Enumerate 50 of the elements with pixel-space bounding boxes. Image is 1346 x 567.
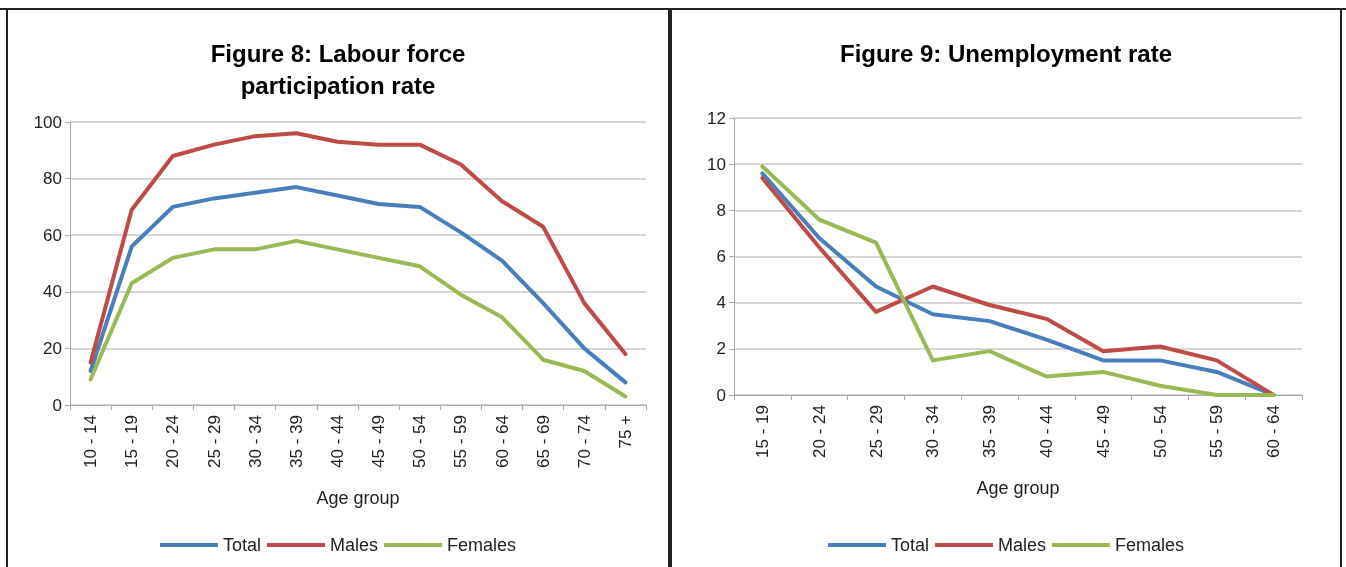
y-tick-label: 20 — [43, 338, 62, 358]
y-tick-label: 4 — [716, 293, 726, 313]
x-tick-label: 10 - 14 — [81, 415, 101, 468]
y-tick-label: 12 — [707, 108, 726, 128]
x-tick-label: 35 - 39 — [286, 415, 306, 468]
chart-title: Figure 9: Unemployment rate — [839, 39, 1173, 67]
x-tick-label: 30 - 34 — [923, 405, 943, 458]
x-tick-label: 25 - 29 — [204, 415, 224, 468]
legend-label: Total — [222, 535, 261, 555]
legend-label: Males — [329, 535, 379, 555]
x-tick-label: 50 - 54 — [1150, 405, 1170, 458]
x-axis-title: Age group — [316, 488, 400, 508]
legend-label: Males — [997, 535, 1047, 555]
legend-label: Total — [890, 535, 929, 555]
x-tick-label: 55 - 59 — [451, 415, 471, 468]
x-tick-label: 45 - 49 — [369, 415, 389, 468]
y-tick-label: 60 — [43, 225, 62, 245]
x-tick-label: 40 - 44 — [1036, 405, 1056, 458]
legend-label: Females — [1115, 535, 1185, 555]
y-tick-label: 0 — [716, 385, 726, 405]
legend-label: Females — [447, 535, 517, 555]
x-tick-label: 40 - 44 — [327, 415, 347, 468]
line-series — [88, 185, 628, 385]
line-series — [88, 238, 628, 399]
x-tick-label: 15 - 19 — [122, 415, 142, 468]
y-tick-label: 40 — [43, 282, 62, 302]
y-tick-label: 100 — [33, 112, 62, 132]
x-tick-label: 70 - 74 — [574, 415, 594, 468]
x-tick-label: 60 - 64 — [492, 415, 512, 468]
x-tick-label: 65 - 69 — [533, 415, 553, 468]
x-axis-title: Age group — [976, 478, 1060, 498]
x-tick-label: 55 - 59 — [1207, 405, 1227, 458]
x-tick-label: 45 - 49 — [1093, 405, 1113, 458]
x-tick-label: 60 - 64 — [1264, 405, 1284, 458]
y-tick-label: 8 — [716, 200, 726, 220]
x-tick-label: 30 - 34 — [245, 415, 265, 468]
x-tick-label: 20 - 24 — [163, 415, 183, 468]
y-tick-label: 2 — [716, 339, 726, 359]
y-tick-label: 0 — [52, 395, 62, 415]
x-tick-label: 15 - 19 — [752, 405, 772, 458]
y-tick-label: 10 — [707, 154, 726, 174]
y-tick-label: 80 — [43, 169, 62, 189]
x-tick-label: 25 - 29 — [866, 405, 886, 458]
x-tick-label: 35 - 39 — [980, 405, 1000, 458]
y-tick-label: 6 — [716, 247, 726, 266]
line-series — [88, 131, 628, 365]
x-tick-label: 20 - 24 — [809, 405, 829, 458]
chart-title: Figure 8: Labour force participation rate — [210, 39, 466, 99]
x-tick-label: 75 + — [615, 414, 635, 449]
x-tick-label: 50 - 54 — [410, 415, 430, 468]
